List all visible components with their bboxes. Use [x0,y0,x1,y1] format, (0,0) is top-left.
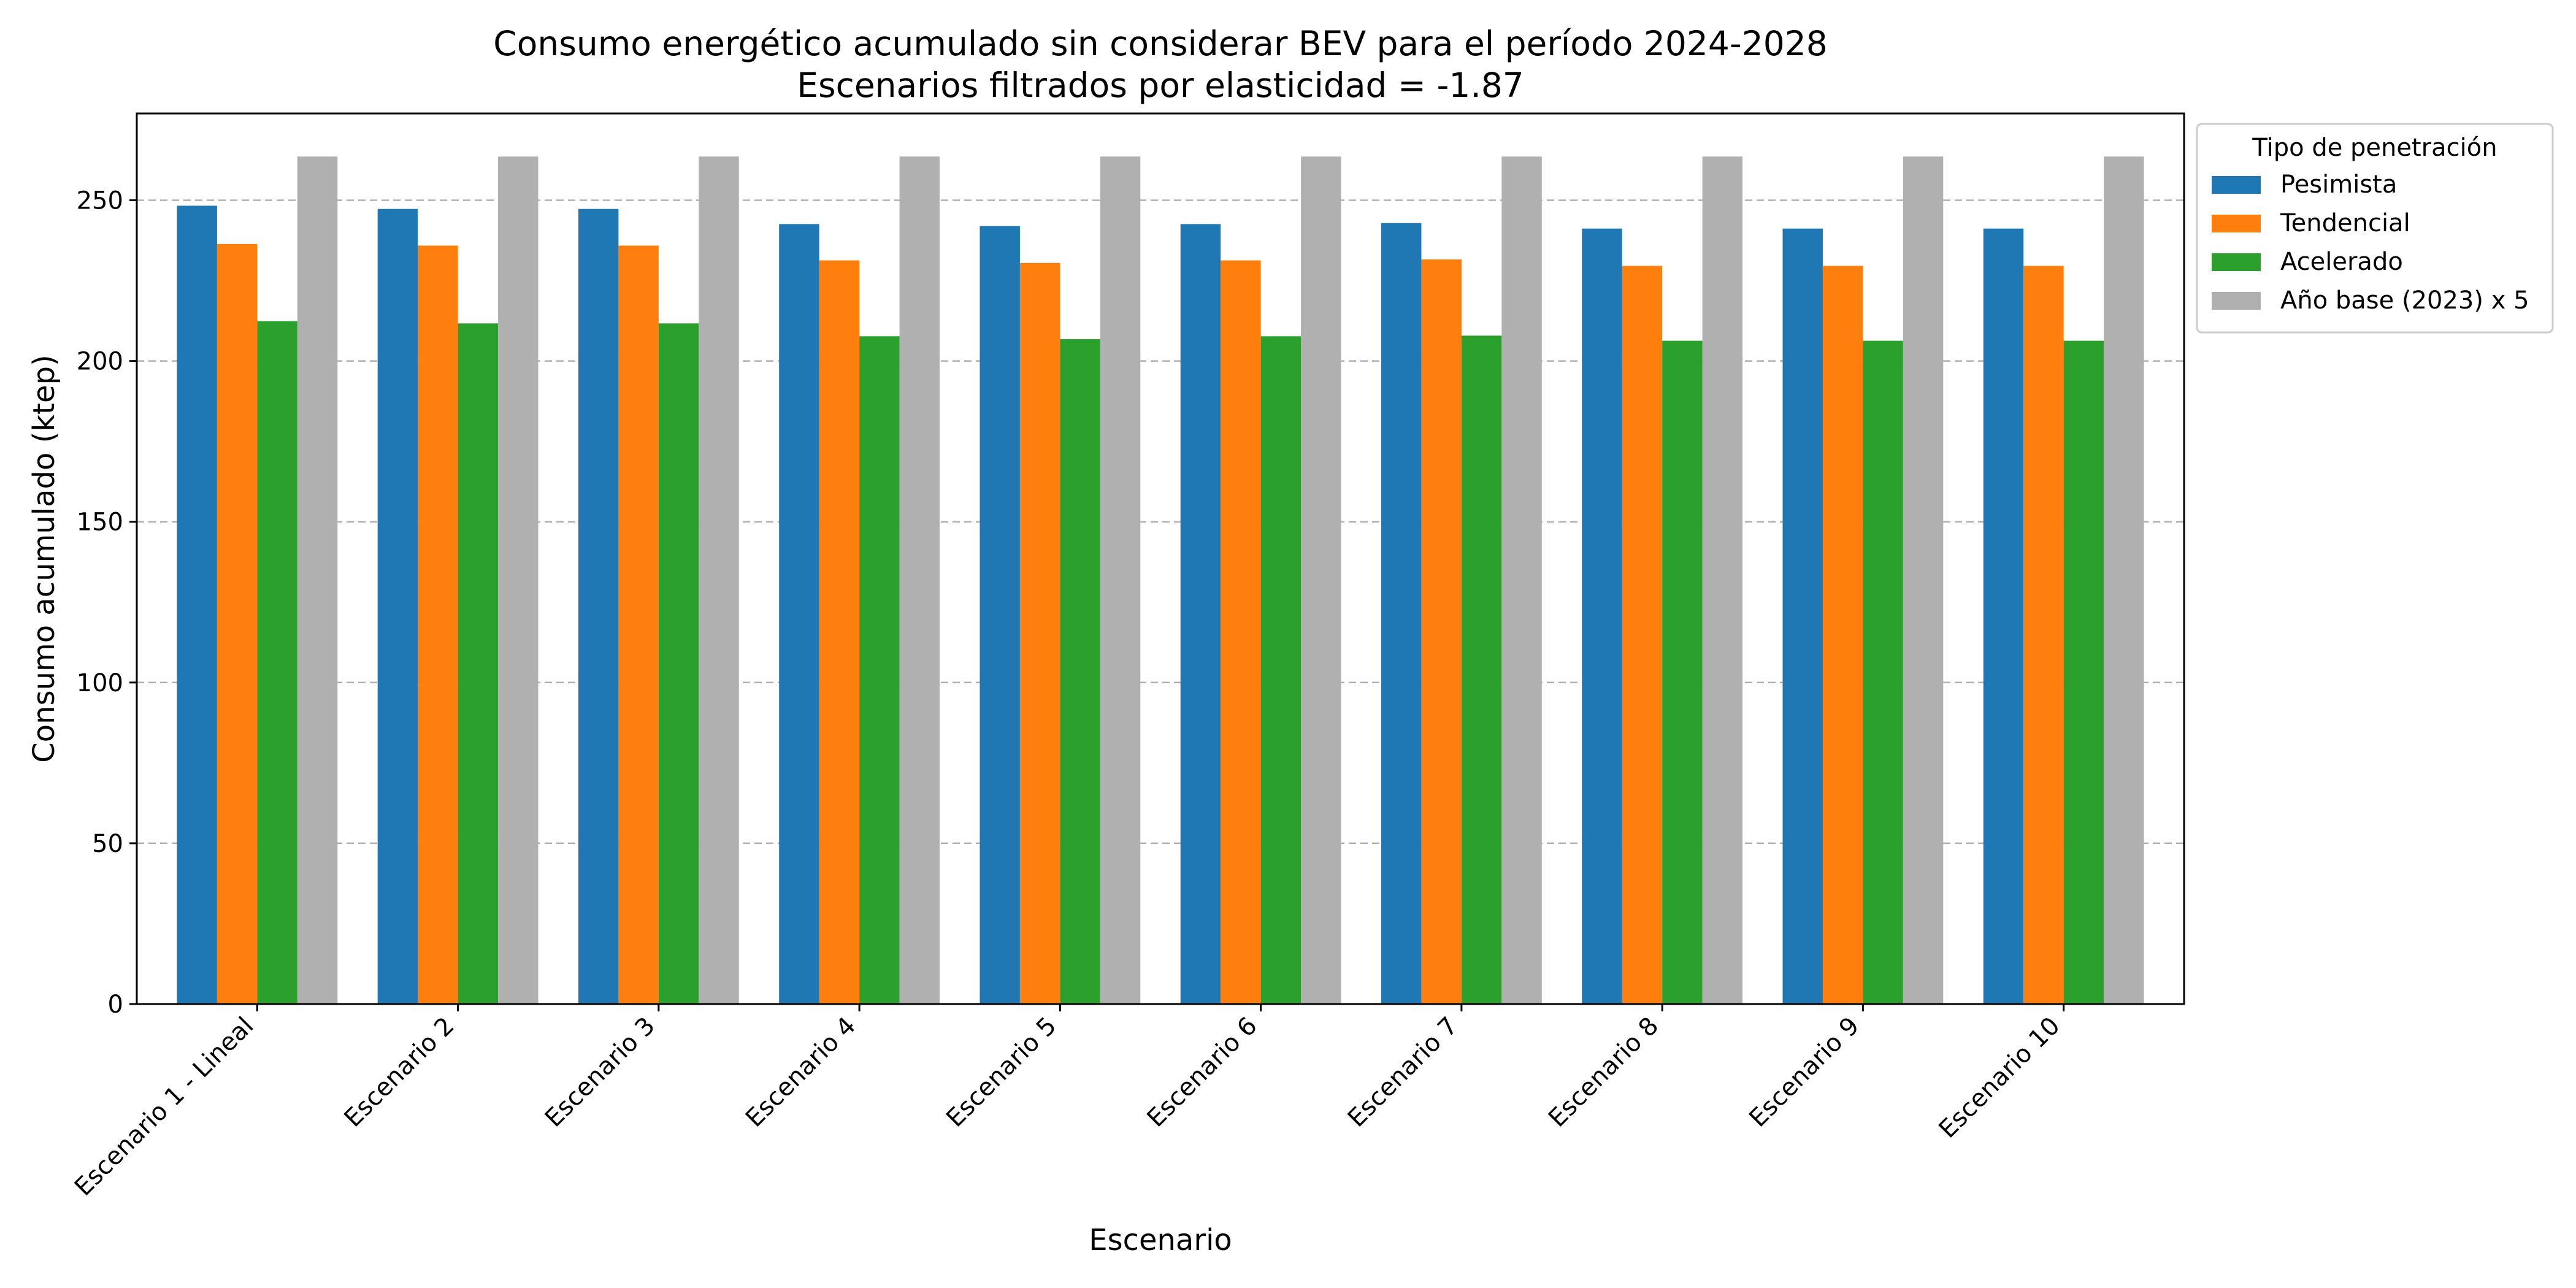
bar-6-3 [1260,336,1301,1004]
bar-4-4 [899,156,940,1004]
bar-3-4 [699,156,739,1004]
bar-2-2 [418,245,458,1004]
bar-5-3 [1060,339,1100,1005]
bar-9-3 [1863,340,1903,1004]
y-tick-label: 50 [92,830,123,858]
bar-7-3 [1461,335,1502,1004]
x-tick-label: Escenario 5 [941,1012,1062,1133]
legend-swatch [2212,215,2261,232]
legend-entry-label: Acelerado [2280,248,2403,276]
bar-6-1 [1180,224,1221,1005]
bar-3-2 [618,245,659,1004]
bar-5-1 [979,226,1020,1004]
bar-1-3 [257,321,297,1004]
bar-1-4 [297,156,338,1004]
bar-7-1 [1381,223,1422,1004]
x-tick-label: Escenario 1 - Lineal [69,1012,259,1202]
x-tick-label: Escenario 2 [339,1012,460,1133]
y-tick-label: 200 [77,348,123,376]
bar-6-4 [1301,156,1341,1004]
legend-entry-label: Pesimista [2280,171,2397,199]
bar-8-2 [1622,266,1663,1005]
bar-9-1 [1782,228,1823,1005]
bar-5-4 [1100,156,1141,1004]
legend-frame [2196,123,2554,334]
bar-8-1 [1582,228,1622,1005]
bar-3-3 [658,323,699,1004]
bar-2-3 [458,323,499,1004]
bar-10-1 [1983,228,2024,1005]
bar-10-4 [2104,156,2144,1004]
bar-2-1 [377,209,418,1005]
x-tick-label: Escenario 10 [1934,1012,2066,1144]
y-tick-label: 100 [77,669,123,697]
bar-8-3 [1662,340,1703,1004]
legend-entry-label: Año base (2023) x 5 [2280,286,2529,315]
chart-title-line-1: Consumo energético acumulado sin conside… [493,24,1827,63]
y-tick-label: 0 [108,991,123,1019]
legend-entries: Pesimista Tendencial Acelerado Año base (20… [2212,171,2529,315]
legend-entry-label: Tendencial [2280,209,2410,237]
legend-swatch [2212,176,2261,194]
x-axis-title: Escenario [1089,1223,1232,1257]
bar-10-3 [2063,340,2104,1004]
legend-swatch [2212,253,2261,271]
y-axis: 0 50 100 150 200 250 [77,187,137,1019]
bar-1-1 [177,205,217,1004]
bar-6-2 [1221,260,1261,1004]
bars [177,156,2144,1005]
bar-8-4 [1702,156,1743,1004]
bar-2-4 [498,156,539,1004]
legend-swatch [2212,292,2261,310]
legend-title: Tipo de penetración [2252,134,2497,162]
bar-9-2 [1822,266,1863,1005]
bar-7-4 [1501,156,1542,1004]
bar-4-1 [779,224,819,1005]
y-tick-label: 150 [77,508,123,537]
x-tick-label: Escenario 3 [540,1012,661,1133]
x-tick-label: Escenario 8 [1543,1012,1664,1133]
bar-5-2 [1019,263,1060,1004]
plot-frame [136,112,2185,1005]
bar-4-3 [859,336,900,1004]
x-tick-label: Escenario 9 [1744,1012,1865,1133]
bar-7-2 [1421,259,1462,1005]
x-tick-label: Escenario 4 [740,1012,861,1133]
legend: Tipo de penetración Pesimista Tendencial A… [2196,123,2554,334]
x-tick-label: Escenario 7 [1343,1012,1463,1133]
bar-1-2 [217,243,258,1005]
chart-title-line-2: Escenarios filtrados por elasticidad = -… [797,66,1524,105]
bar-9-4 [1903,156,1944,1004]
y-tick-label: 250 [77,187,123,215]
y-axis-title: Consumo acumulado (ktep) [27,355,61,762]
bar-3-1 [578,209,619,1005]
bar-4-2 [819,260,860,1004]
x-axis: Escenario 1 - Lineal Escenario 2 Escenario… [69,1004,2066,1202]
bar-10-2 [2023,266,2064,1005]
x-tick-label: Escenario 6 [1142,1012,1263,1133]
